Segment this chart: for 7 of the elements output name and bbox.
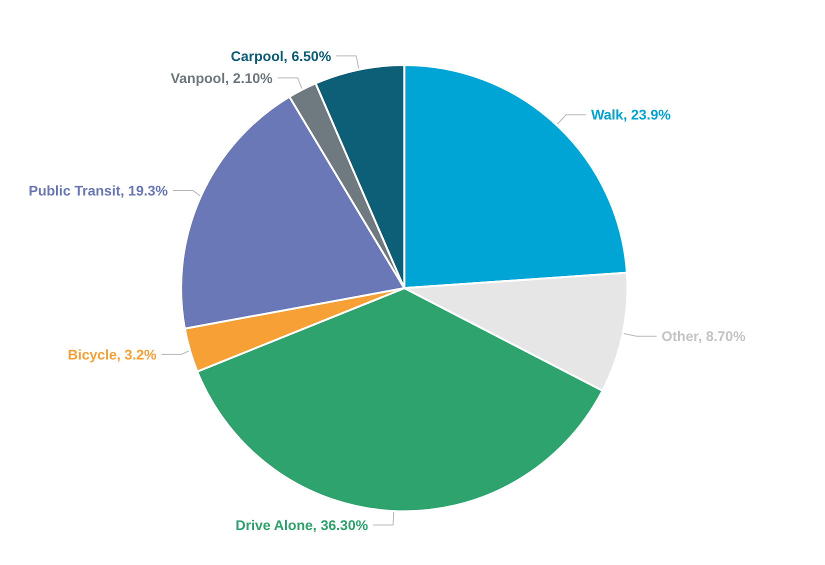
slice-label: Vanpool, 2.10% [170,70,274,86]
slice-label: Drive Alone, 36.30% [236,517,369,534]
slice-label: Walk, 23.9% [591,106,672,123]
slice-label: Public Transit, 19.3% [28,182,168,199]
slice-label: Carpool, 6.50% [230,48,332,64]
slice-label: Bicycle, 3.2% [68,346,158,362]
slice-label: Other, 8.70% [661,328,746,344]
